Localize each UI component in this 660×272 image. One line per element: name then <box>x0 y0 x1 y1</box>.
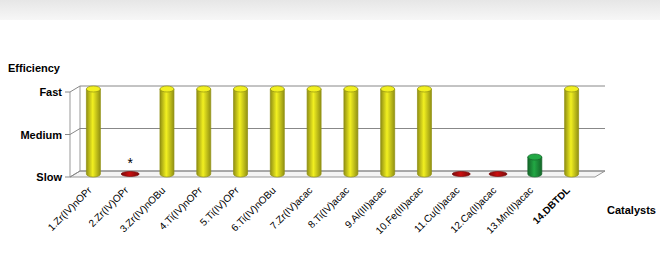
bar <box>270 86 284 177</box>
category-label: 1.Zr(IV)nOPr <box>46 184 95 233</box>
bar-body <box>565 89 579 177</box>
bar-top <box>86 86 100 92</box>
tick-label: Medium <box>20 129 62 141</box>
category-label: 4.Ti(IV)nOPr <box>157 184 205 232</box>
bar-top <box>121 172 139 177</box>
bar <box>452 172 470 177</box>
tick <box>65 134 70 135</box>
bar-top <box>381 86 395 92</box>
bar <box>234 86 248 177</box>
bar <box>160 86 174 177</box>
bar-body <box>234 89 248 177</box>
bar <box>528 154 542 177</box>
bar-top <box>307 86 321 92</box>
bar-top <box>270 86 284 92</box>
bar-top <box>197 86 211 92</box>
banner <box>0 0 660 20</box>
bar <box>565 86 579 177</box>
annotation: * <box>127 155 133 171</box>
bar-body <box>344 89 358 177</box>
bar <box>121 172 139 177</box>
bar-top <box>234 86 248 92</box>
bar-top <box>565 86 579 92</box>
bar-body <box>160 89 174 177</box>
bar <box>489 172 507 177</box>
floor <box>70 171 605 177</box>
x-label: Catalysts <box>607 204 656 216</box>
bar-body <box>86 89 100 177</box>
category-label: 13.Mn(II)acac <box>484 185 535 236</box>
bar <box>344 86 358 177</box>
bar-body <box>381 89 395 177</box>
bar <box>86 86 100 177</box>
bar-body <box>197 89 211 177</box>
tick-label: Slow <box>36 171 62 183</box>
bar-top <box>452 172 470 177</box>
bar-top <box>528 154 542 160</box>
bar-top <box>489 172 507 177</box>
bar <box>381 86 395 177</box>
bar-body <box>270 89 284 177</box>
bar <box>417 86 431 177</box>
bar-top <box>344 86 358 92</box>
grid-line <box>70 171 605 177</box>
category-label: 14.DBTDL <box>530 185 572 227</box>
tick <box>65 177 70 178</box>
tick-label: Fast <box>39 86 62 98</box>
bar-body <box>417 89 431 177</box>
grid-line <box>70 129 605 135</box>
y-label: Efficiency <box>8 62 61 74</box>
bar-body <box>307 89 321 177</box>
bar <box>307 86 321 177</box>
bar <box>197 86 211 177</box>
tick <box>65 92 70 93</box>
bar-top <box>417 86 431 92</box>
bars <box>86 86 578 177</box>
bar-top <box>160 86 174 92</box>
grid-line <box>70 86 605 92</box>
